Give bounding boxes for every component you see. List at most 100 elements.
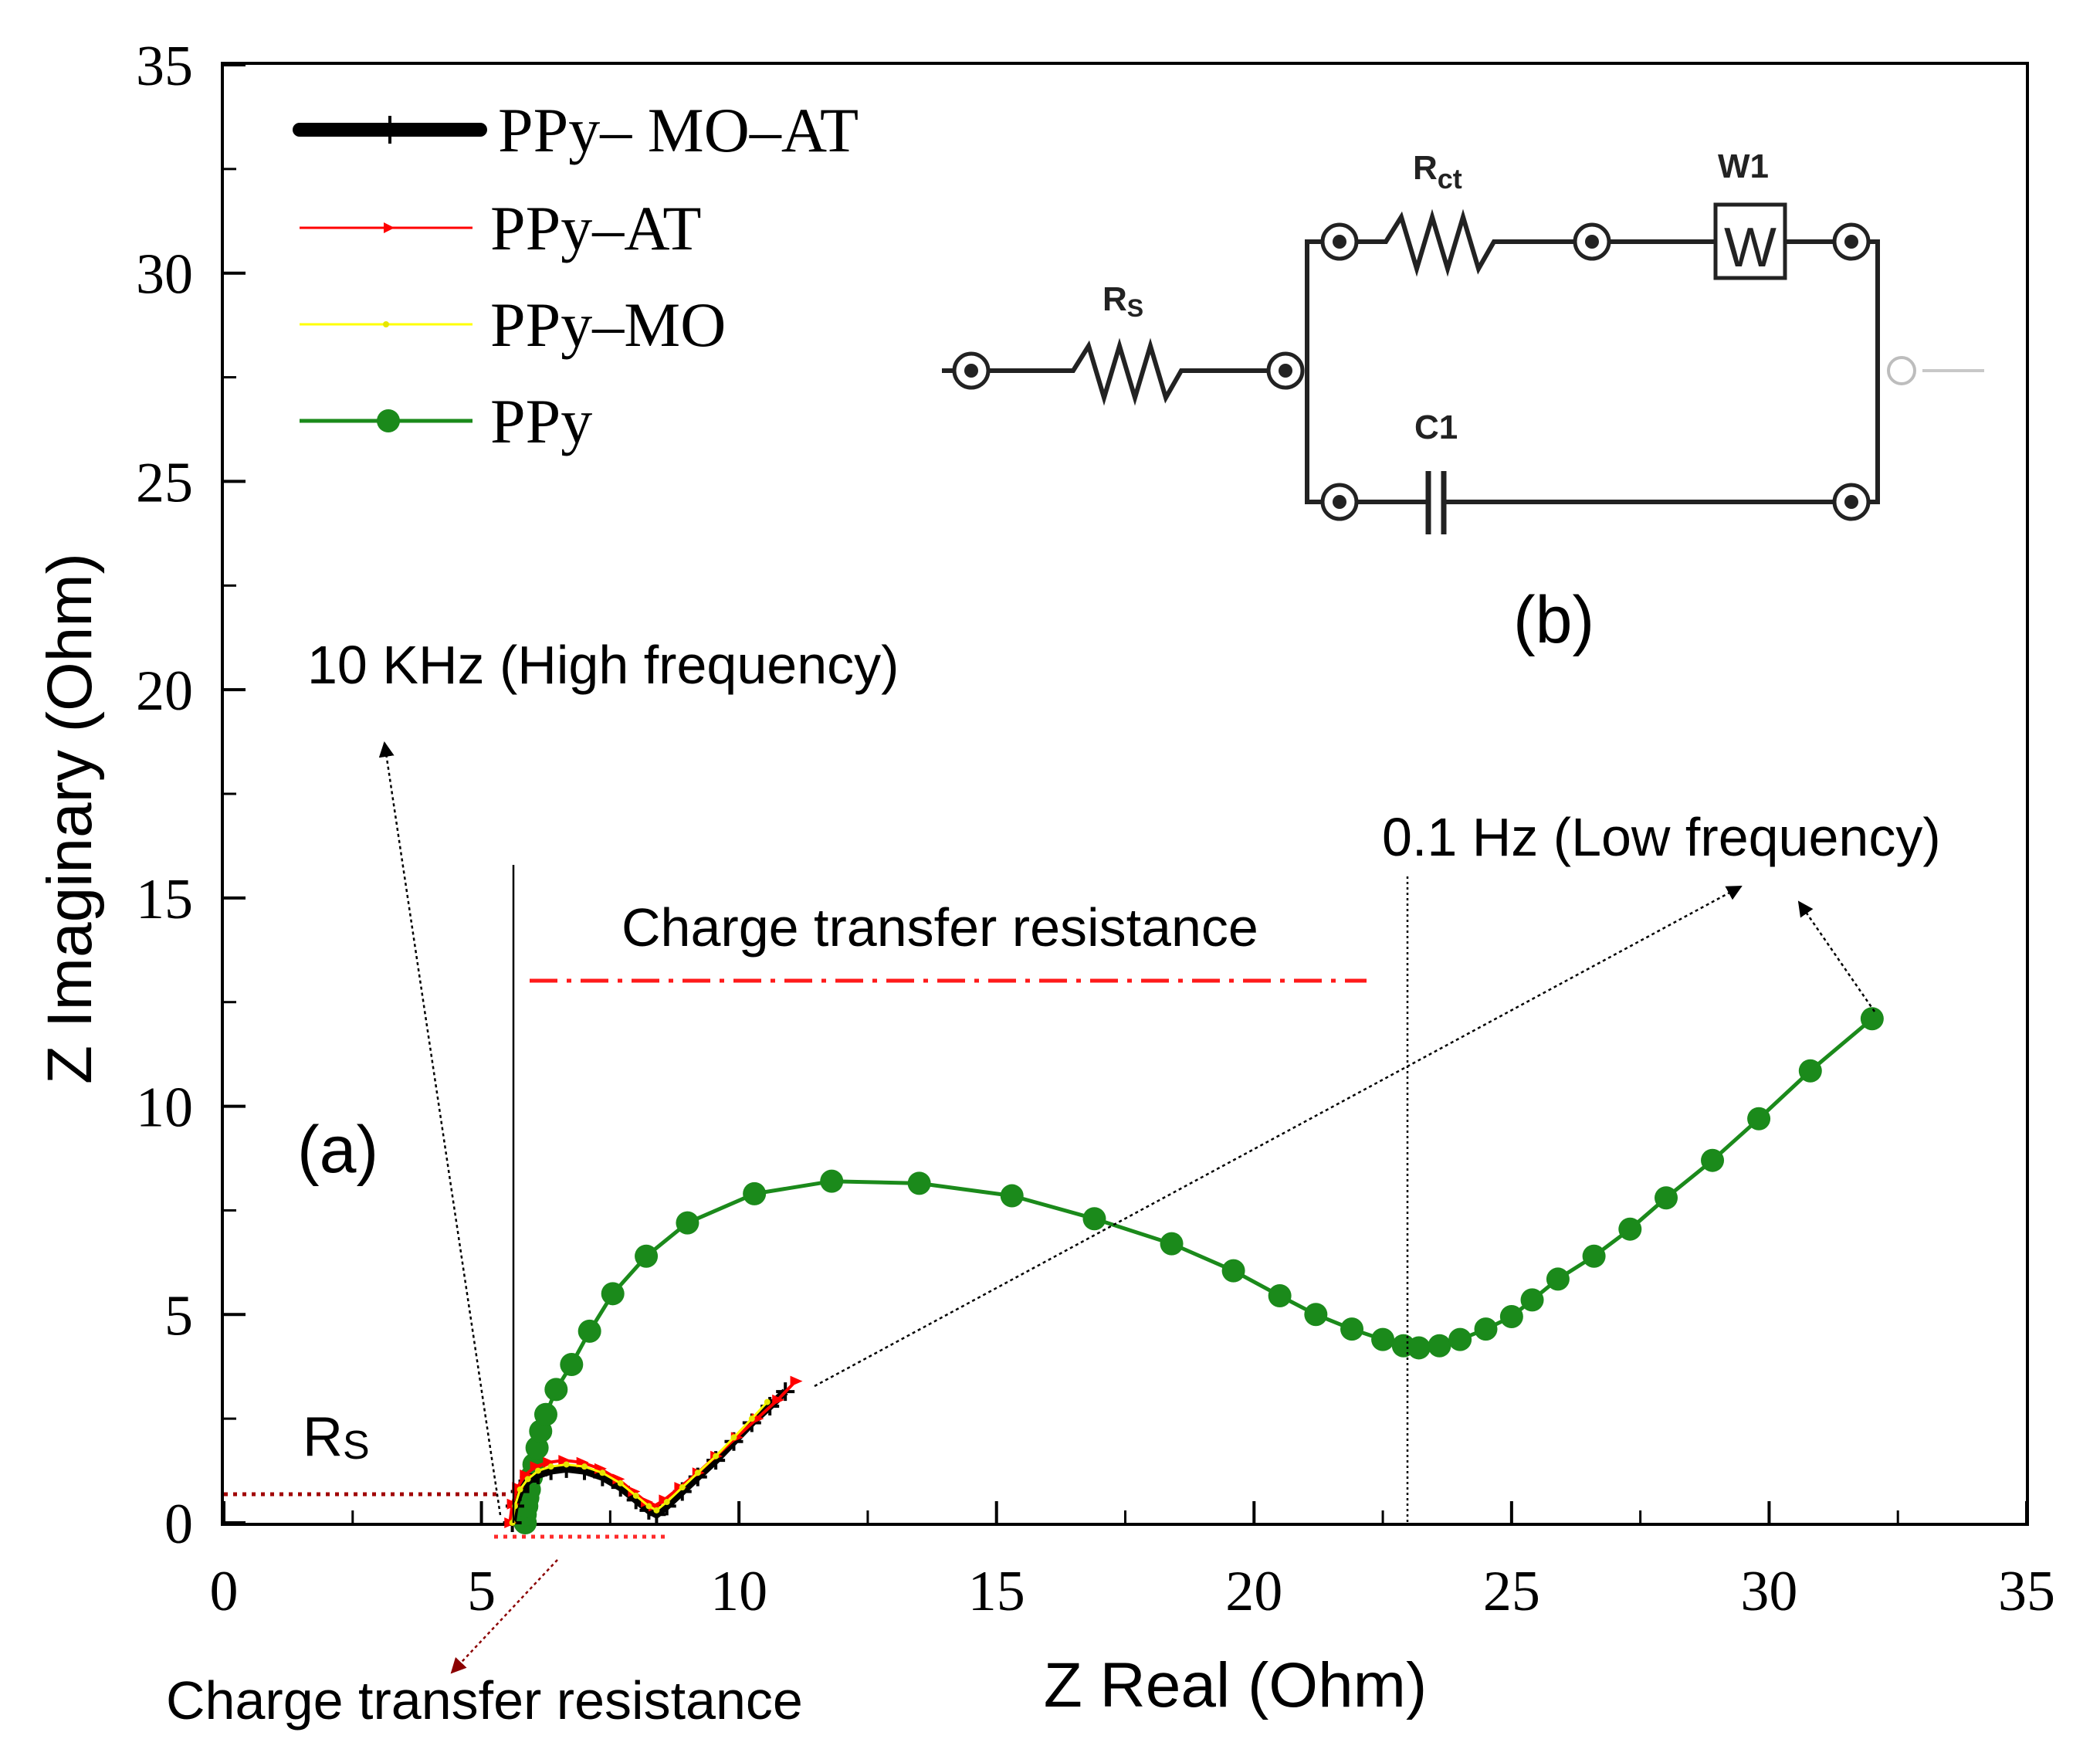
- data-point: [1082, 1207, 1106, 1231]
- data-point: [820, 1169, 844, 1193]
- circuit-node-core: [1844, 235, 1858, 249]
- x-tick-label: 25: [1483, 1560, 1540, 1623]
- data-point: [676, 1211, 699, 1235]
- series-3: [513, 1007, 1884, 1534]
- data-point: [1655, 1186, 1678, 1210]
- data-point: [772, 1394, 785, 1405]
- data-point: [1618, 1217, 1642, 1241]
- circuit-node-core: [1279, 364, 1292, 378]
- data-point: [534, 1467, 541, 1474]
- legend-label-ppy-mo: PPy–MO: [490, 290, 726, 360]
- y-tick-label: 10: [136, 1076, 193, 1140]
- x-tick-label: 35: [1998, 1560, 2055, 1623]
- circuit-w-box-label: W: [1724, 217, 1777, 279]
- data-point: [599, 1470, 606, 1476]
- legend-item-ppy-at: PPy–AT: [300, 193, 701, 263]
- y-tick-label: 30: [136, 243, 193, 307]
- data-point: [907, 1171, 931, 1195]
- circuit-node-core: [1844, 495, 1858, 509]
- data-point: [530, 1461, 543, 1473]
- ct-top-label: Charge transfer resistance: [622, 897, 1258, 958]
- legend-label-ppy-at: PPy–AT: [490, 193, 701, 263]
- series-layer: [503, 1007, 1884, 1534]
- low-freq-arrow-2: [1797, 900, 1876, 1012]
- data-point: [632, 1492, 639, 1499]
- data-point: [533, 1402, 557, 1426]
- data-point: [1371, 1327, 1395, 1351]
- panel-b-label: (b): [1513, 583, 1594, 657]
- data-point: [1340, 1317, 1364, 1341]
- equivalent-circuit: [942, 202, 1984, 534]
- data-point: [1499, 1304, 1523, 1328]
- data-point: [628, 1486, 641, 1497]
- circuit-c1-label: C1: [1414, 408, 1458, 446]
- data-point: [520, 1469, 533, 1480]
- circuit-node-core: [964, 364, 978, 378]
- data-point: [713, 1453, 720, 1459]
- circuit-rs-label: RS: [1102, 280, 1143, 322]
- y-tick-label: 20: [136, 659, 193, 723]
- x-tick-label: 5: [467, 1560, 496, 1623]
- legend: PPy– MO–AT PPy–AT PPy–MO PPy: [293, 95, 859, 456]
- y-axis-title: Z Imaginary (Ohm): [35, 553, 105, 1084]
- axis-ticks: [222, 63, 2028, 1524]
- data-point: [748, 1415, 755, 1422]
- axis-tick-labels: 0 5 10 15 20 25 30 35 0 5 10 15 20 25 30 35: [136, 35, 2055, 1623]
- data-point: [694, 1470, 701, 1476]
- y-tick-label: 35: [136, 35, 193, 98]
- data-point: [1221, 1259, 1245, 1283]
- circuit-nodes: [952, 222, 1871, 521]
- legend-item-ppy: PPy: [300, 386, 592, 456]
- low-freq-label: 0.1 Hz (Low frequency): [1382, 807, 1941, 867]
- data-point: [578, 1319, 601, 1343]
- y-tick-label: 0: [164, 1493, 193, 1556]
- c1-capacitor: [1425, 471, 1447, 534]
- data-point: [790, 1375, 803, 1387]
- data-point: [560, 1353, 584, 1377]
- data-point: [563, 1461, 570, 1468]
- data-point: [1798, 1059, 1822, 1083]
- series-2: [509, 1398, 771, 1526]
- data-point: [1520, 1288, 1544, 1312]
- data-point: [517, 1486, 523, 1493]
- data-point: [764, 1398, 771, 1405]
- data-point: [1304, 1303, 1328, 1327]
- data-point: [1448, 1327, 1472, 1351]
- y-tick-label: 25: [136, 451, 193, 514]
- legend-item-ppy-mo: PPy–MO: [300, 290, 726, 360]
- data-point: [1747, 1107, 1771, 1131]
- data-point: [635, 1244, 659, 1268]
- data-point: [544, 1378, 568, 1402]
- data-point: [1268, 1284, 1292, 1308]
- data-point: [617, 1480, 624, 1486]
- legend-label-ppy: PPy: [490, 386, 592, 456]
- circuit-node-core: [1585, 235, 1599, 249]
- panel-a-label: (a): [297, 1113, 378, 1187]
- legend-label-ppy-mo-at: PPy– MO–AT: [498, 95, 859, 165]
- ct-bottom-arrow: [450, 1559, 558, 1674]
- x-tick-label: 30: [1740, 1560, 1797, 1623]
- series-1: [504, 1375, 803, 1528]
- data-point: [1407, 1336, 1431, 1360]
- circuit-rct-label: Rct: [1413, 149, 1462, 195]
- ct-bottom-label: Charge transfer resistance: [166, 1670, 803, 1731]
- data-point: [1474, 1317, 1498, 1341]
- data-point: [524, 1476, 531, 1483]
- data-point: [581, 1463, 588, 1470]
- data-point: [509, 1520, 516, 1526]
- x-tick-label: 0: [210, 1560, 239, 1623]
- legend-item-ppy-mo-at: PPy– MO–AT: [293, 95, 859, 165]
- data-point: [645, 1503, 652, 1510]
- data-point: [1000, 1184, 1024, 1208]
- y-tick-label: 15: [136, 868, 193, 931]
- x-tick-label: 20: [1225, 1560, 1282, 1623]
- data-point: [641, 1497, 654, 1508]
- high-freq-label: 10 KHz (High frequency): [307, 635, 899, 695]
- circuit-w1-label: W1: [1718, 147, 1769, 185]
- data-point: [663, 1499, 670, 1506]
- y-tick-label: 5: [164, 1284, 193, 1348]
- data-point: [601, 1282, 625, 1306]
- high-freq-arrow: [378, 741, 502, 1516]
- x-tick-label: 15: [968, 1560, 1025, 1623]
